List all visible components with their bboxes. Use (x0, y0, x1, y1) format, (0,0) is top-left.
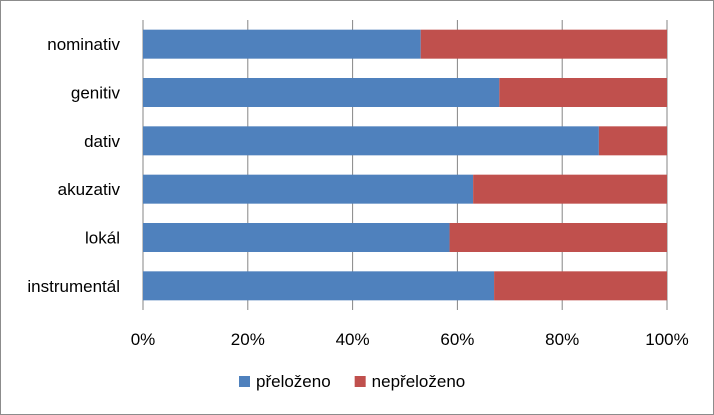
x-tick-label: 20% (231, 330, 265, 349)
legend-label: přeloženo (256, 372, 331, 391)
category-labels: nominativ genitiv dativ akuzativ lokál instru… (27, 35, 120, 296)
gridlines (142, 20, 668, 310)
bar-segment (499, 78, 667, 107)
category-label: genitiv (71, 84, 121, 103)
bar-segment (143, 174, 474, 204)
bar-segment (449, 223, 667, 252)
x-tick-label: 40% (336, 330, 370, 349)
bar-segment (143, 78, 500, 107)
bars (143, 29, 667, 301)
x-tick-label: 0% (131, 330, 156, 349)
x-tick-label: 80% (545, 330, 579, 349)
bar-segment (473, 174, 667, 204)
category-label: nominativ (47, 35, 120, 54)
bar-segment (143, 271, 495, 301)
bar-segment (420, 29, 667, 59)
bar-segment (143, 29, 421, 59)
x-tick-label: 60% (440, 330, 474, 349)
bar-segment (143, 223, 450, 252)
x-tick-label: 100% (645, 330, 688, 349)
category-label: dativ (84, 132, 120, 151)
bar-segment (143, 126, 599, 156)
x-tick-labels: 0% 20% 40% 60% 80% 100% (131, 330, 689, 349)
legend: přeloženo nepřeloženo (239, 372, 465, 391)
bar-segment (494, 271, 667, 301)
legend-swatch (239, 376, 250, 387)
category-label: instrumentál (27, 277, 120, 296)
legend-label: nepřeloženo (372, 372, 466, 391)
legend-swatch (354, 376, 366, 387)
category-label: akuzativ (58, 180, 121, 199)
bar-segment (598, 126, 667, 156)
category-label: lokál (85, 229, 120, 248)
